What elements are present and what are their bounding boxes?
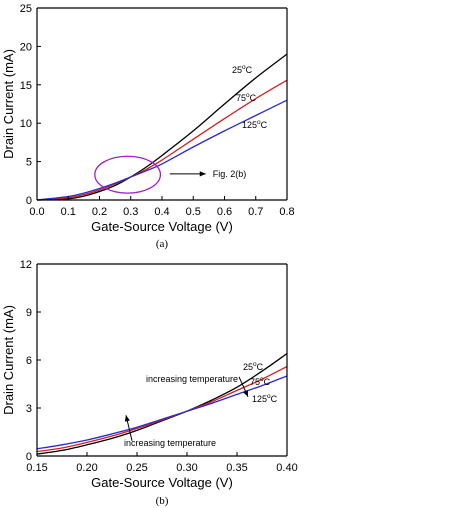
panel-b-series-label-0: 25oC <box>243 361 264 372</box>
panel-b-y-tick-label: 0 <box>26 451 32 463</box>
panel-a-y-tick-label: 0 <box>26 195 32 207</box>
panel-a-highlight-ellipse <box>94 155 162 194</box>
panel-b-series-label-2: 125oC <box>252 393 278 404</box>
panel-b-y-axis-title: Drain Current (mA) <box>1 305 16 415</box>
panel-b-x-tick-label: 0.35 <box>226 462 247 474</box>
panel-b: 25oC 75oC 125oC increasing temperature incre… <box>1 259 298 507</box>
panel-b-x-tick-label: 0.40 <box>276 462 297 474</box>
panel-a-y-tick-label: 5 <box>26 157 32 169</box>
panel-b-x-tick-label: 0.25 <box>126 462 147 474</box>
panel-b-upper-annotation: increasing temperature <box>146 374 238 384</box>
panel-b-y-tick-label: 9 <box>26 307 32 319</box>
panel-a-x-axis-title: Gate-Source Voltage (V) <box>91 219 233 234</box>
panel-a-callout-text: Fig. 2(b) <box>213 169 247 179</box>
panel-a-x-tick-label: 0.7 <box>248 206 263 218</box>
panel-a-x-tick-label: 0.5 <box>186 206 201 218</box>
panel-b-series-line-0 <box>36 353 288 455</box>
panel-b-x-tick-label: 0.15 <box>26 462 47 474</box>
panel-a-series-label-1: 75oC <box>236 92 257 103</box>
panel-b-y-tick-label: 6 <box>26 355 32 367</box>
panel-a-series-line-0 <box>36 53 288 201</box>
panel-a-y-tick-label: 20 <box>20 41 32 53</box>
panel-a-x-tick-label: 0.3 <box>123 206 138 218</box>
panel-a-x-tick-label: 0.2 <box>92 206 107 218</box>
panel-b-caption: (b) <box>156 495 169 507</box>
panel-a-x-tick-label: 0.1 <box>61 206 76 218</box>
panel-b-y-tick-label: 12 <box>20 259 32 271</box>
panel-a-x-tick-label: 0.4 <box>154 206 169 218</box>
panel-a-x-tick-label: 0.6 <box>217 206 232 218</box>
panel-a-caption: (a) <box>156 238 169 250</box>
panel-b-x-tick-label: 0.20 <box>76 462 97 474</box>
panel-b-lower-annotation: increasing temperature <box>124 438 216 448</box>
panel-a-callout-arrow <box>169 171 206 177</box>
panel-b-upper-arrow <box>238 376 249 398</box>
panel-b-y-tick-label: 3 <box>26 403 32 415</box>
panel-b-series-label-1: 75oC <box>250 376 271 387</box>
panel-a-series-label-2: 125oC <box>242 119 268 130</box>
panel-a-y-tick-label: 15 <box>20 80 32 92</box>
panel-a-x-tick-label: 0.8 <box>279 206 294 218</box>
panel-b-x-tick-label: 0.30 <box>176 462 197 474</box>
panel-b-x-axis-title: Gate-Source Voltage (V) <box>91 475 233 490</box>
panel-a-y-axis-title: Drain Current (mA) <box>1 49 16 159</box>
panel-a-series-label-0: 25oC <box>232 64 253 75</box>
panel-a-y-tick-label: 25 <box>20 3 32 15</box>
panel-b-series-line-1 <box>36 365 288 453</box>
panel-a-x-tick-label: 0.0 <box>29 206 44 218</box>
panel-b-series-line-2 <box>36 375 288 450</box>
panel-a-y-tick-label: 10 <box>20 118 32 130</box>
panel-a-series-line-2 <box>36 99 288 201</box>
panel-a: 25oC 75oC 125oC Fig. 2(b) 0.0 0.1 0.2 0.3 0.4 0.… <box>1 3 295 250</box>
panel-b-lower-arrow <box>124 415 133 441</box>
